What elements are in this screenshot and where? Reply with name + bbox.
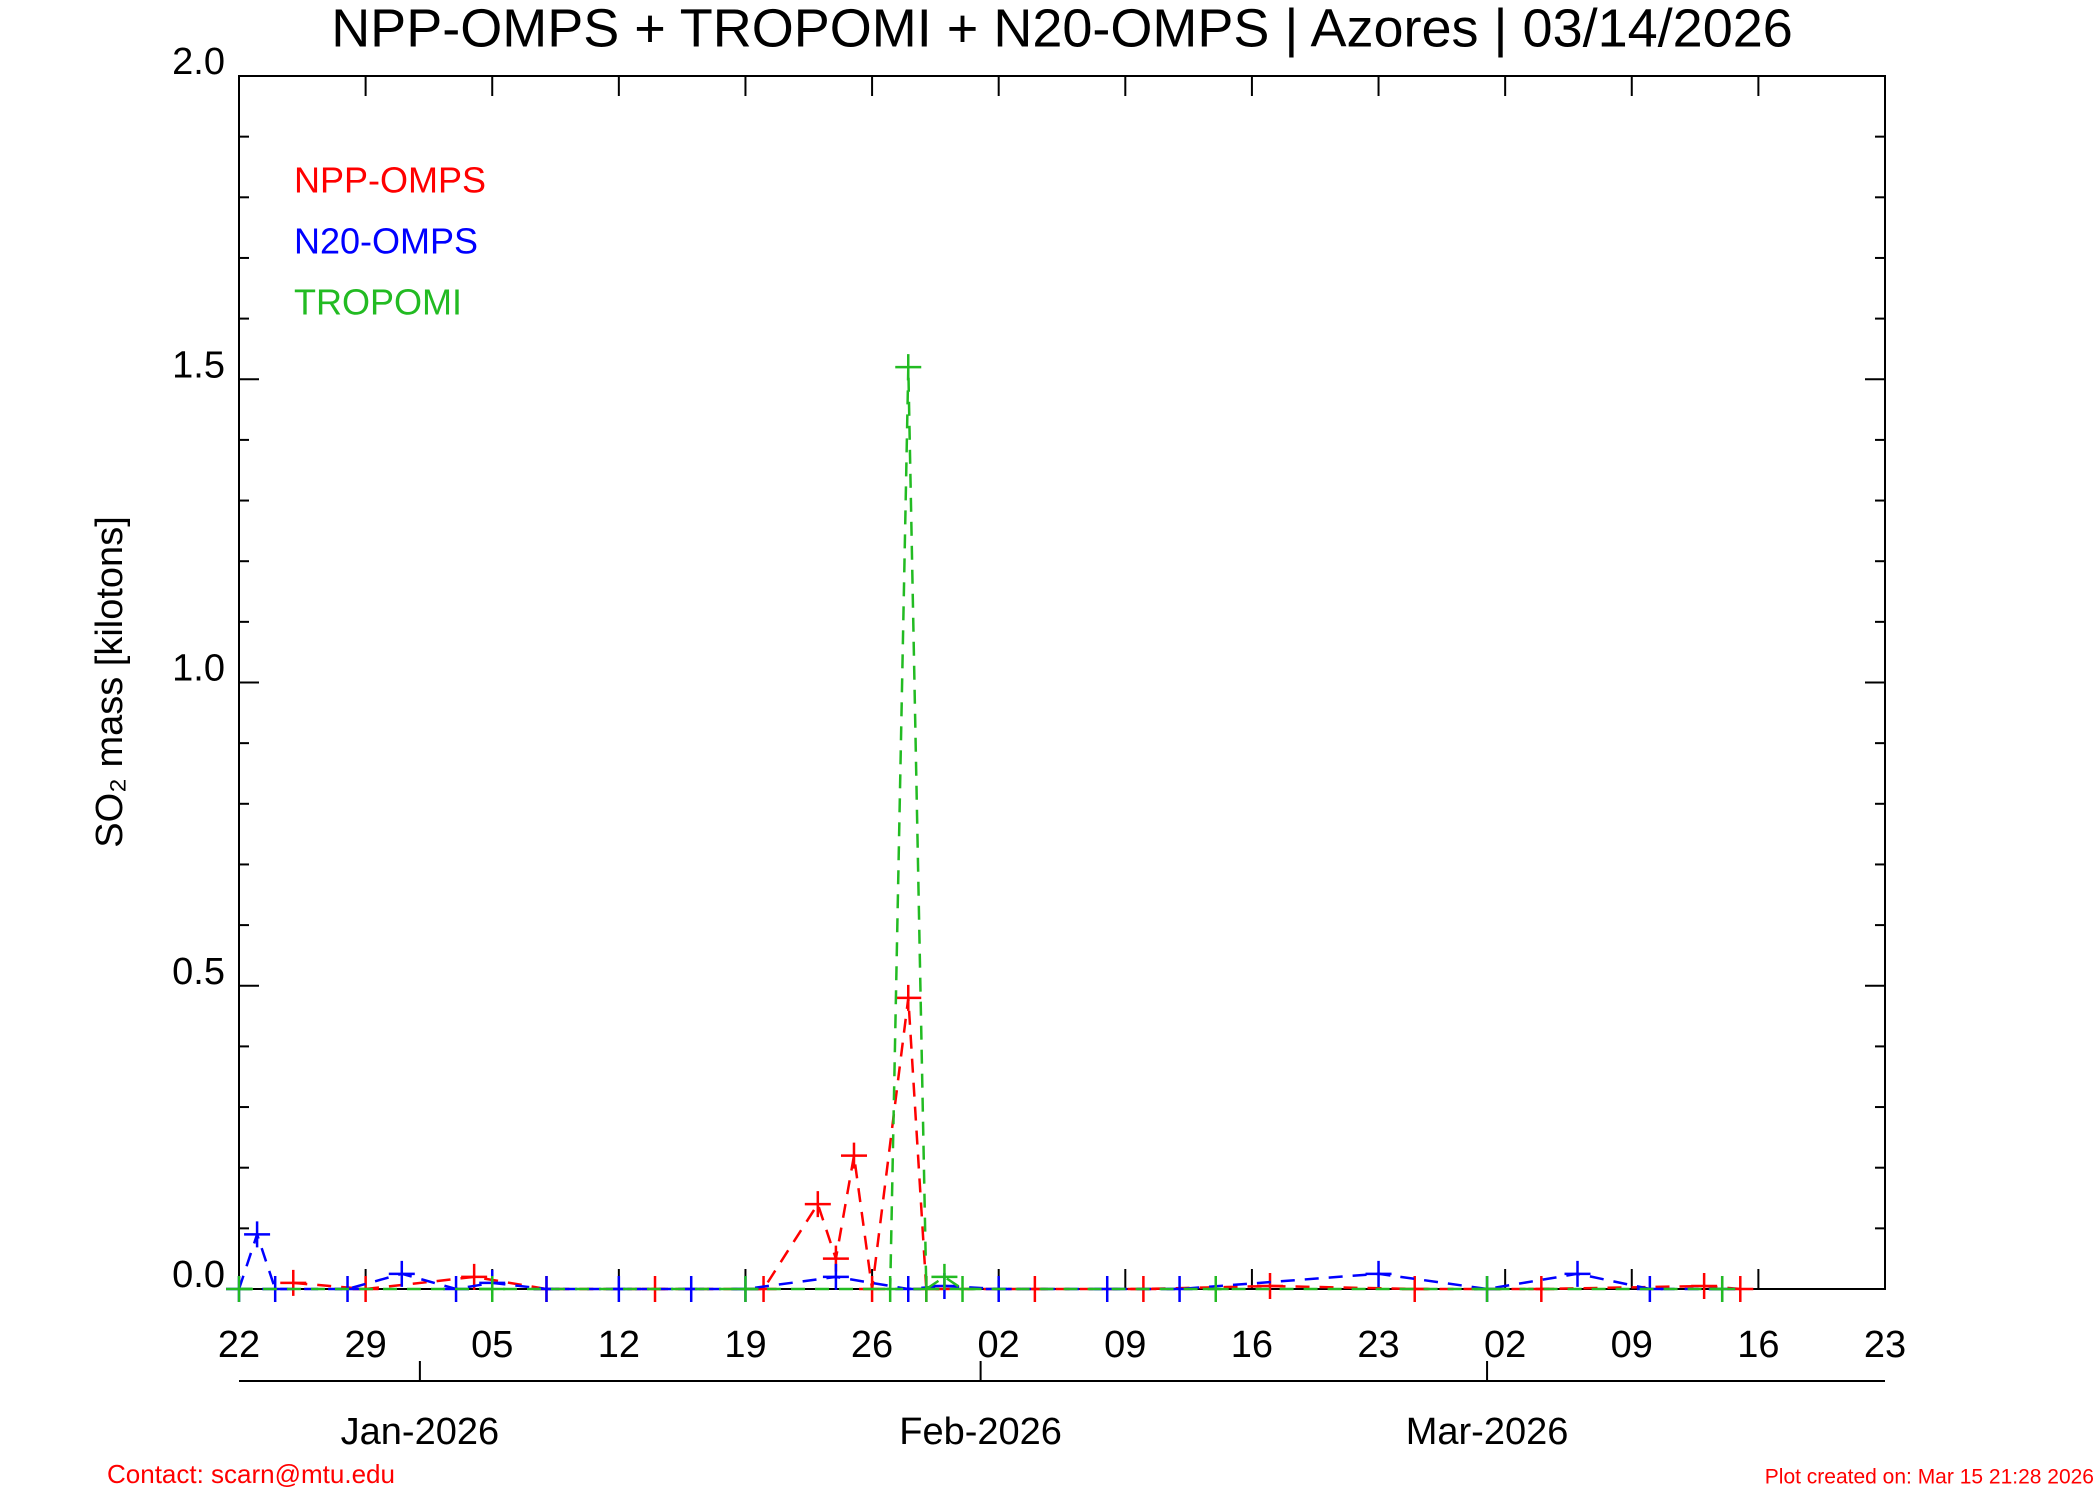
x-tick-label: 29 [344,1324,386,1366]
x-tick-label: 22 [218,1324,260,1366]
data-point [1257,1272,1284,1299]
data-point [1564,1260,1591,1287]
x-tick-label: 09 [1104,1324,1146,1366]
data-point [732,1276,759,1302]
data-point [895,354,922,381]
legend-entry: NPP-OMPS [294,160,486,201]
data-point [280,1269,307,1296]
data-point [1691,1272,1718,1299]
data-point [804,1191,831,1218]
data-point [840,1142,867,1169]
x-tick-label: 12 [598,1324,640,1366]
month-label: Mar-2026 [1406,1411,1569,1453]
data-point [244,1221,271,1248]
legend-entry: N20-OMPS [294,221,478,262]
data-point [931,1263,958,1290]
month-label: Feb-2026 [899,1411,1062,1453]
series-line [239,367,1723,1292]
month-label: Jan-2026 [341,1411,499,1453]
created-note: Plot created on: Mar 15 21:28 2026 [1765,1466,2094,1489]
series-line [237,1230,1723,1291]
data-point [949,1276,976,1302]
x-tick-label: 16 [1737,1324,1779,1366]
data-point [913,1276,940,1302]
y-tick-label: 0.5 [172,951,225,993]
data-point [895,984,922,1011]
data-point [1474,1276,1501,1302]
data-point [822,1263,849,1290]
data-point [877,1276,904,1302]
x-tick-label: 05 [471,1324,513,1366]
y-axis-label: SO₂ mass [kilotons] [89,516,131,848]
x-tick-label: 26 [851,1324,893,1366]
x-tick-label: 09 [1611,1324,1653,1366]
x-tick-label: 23 [1864,1324,1906,1366]
y-tick-label: 1.0 [172,648,225,690]
legend-entry: TROPOMI [294,282,462,323]
data-point [1709,1276,1736,1302]
data-point [1365,1260,1392,1287]
data-point [479,1276,506,1302]
x-tick-label: 02 [978,1324,1020,1366]
data-point [226,1276,252,1302]
chart-title: NPP-OMPS + TROPOMI + N20-OMPS | Azores |… [331,0,1793,58]
series-line [293,997,1741,1291]
data-point [388,1260,415,1287]
data-point [1202,1276,1229,1302]
y-tick-label: 1.5 [172,344,225,386]
y-tick-label: 2.0 [172,41,225,83]
y-tick-label: 0.0 [172,1254,225,1296]
x-tick-label: 19 [724,1324,766,1366]
x-tick-label: 02 [1484,1324,1526,1366]
x-tick-label: 23 [1357,1324,1399,1366]
plot-frame [238,75,1886,1290]
x-tick-label: 16 [1231,1324,1273,1366]
contact: Contact: scarn@mtu.edu [107,1459,395,1489]
